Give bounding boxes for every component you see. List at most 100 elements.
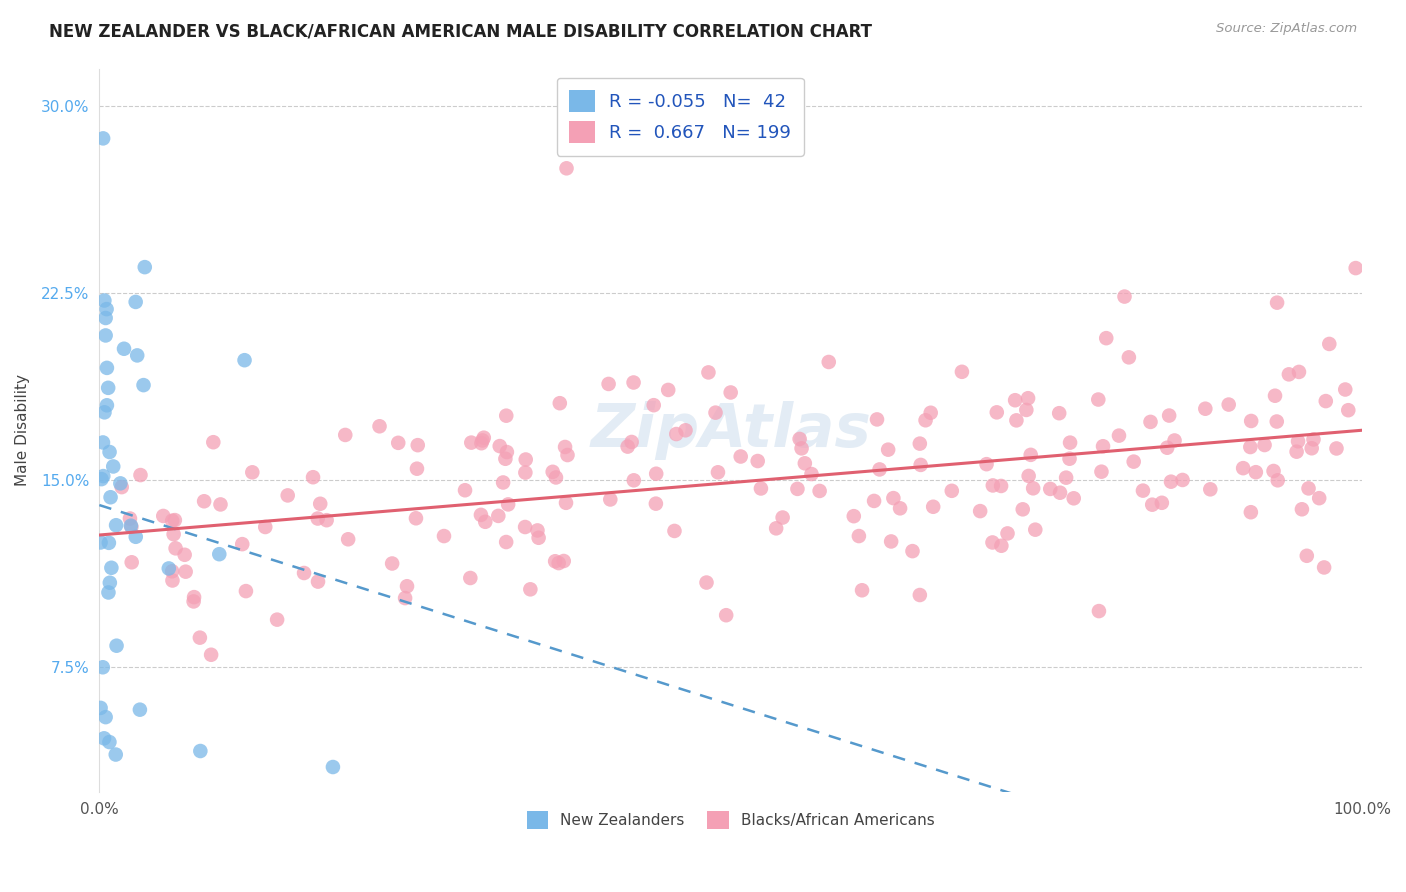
Point	[433, 529, 456, 543]
Point	[1253, 438, 1275, 452]
Point	[470, 436, 492, 450]
Point	[786, 482, 808, 496]
Point	[188, 631, 211, 645]
Point	[406, 438, 429, 452]
Point	[1150, 496, 1173, 510]
Point	[160, 514, 183, 528]
Point	[908, 588, 931, 602]
Point	[405, 511, 427, 525]
Point	[495, 409, 517, 423]
Point	[866, 412, 889, 426]
Point	[98, 735, 121, 749]
Point	[1156, 441, 1178, 455]
Point	[914, 413, 936, 427]
Point	[381, 557, 404, 571]
Point	[598, 376, 620, 391]
Point	[395, 579, 418, 593]
Point	[772, 510, 794, 524]
Point	[322, 760, 344, 774]
Point	[454, 483, 477, 498]
Point	[765, 521, 787, 535]
Point	[720, 385, 742, 400]
Point	[986, 405, 1008, 419]
Point	[800, 467, 823, 481]
Point	[233, 353, 256, 368]
Point	[969, 504, 991, 518]
Point	[1005, 413, 1028, 427]
Point	[93, 293, 115, 308]
Point	[1267, 473, 1289, 487]
Point	[302, 470, 325, 484]
Point	[513, 520, 536, 534]
Point	[163, 513, 186, 527]
Point	[1334, 383, 1357, 397]
Point	[94, 310, 117, 325]
Point	[643, 398, 665, 412]
Point	[90, 472, 112, 486]
Point	[94, 328, 117, 343]
Point	[1285, 444, 1308, 458]
Point	[1011, 502, 1033, 516]
Point	[950, 365, 973, 379]
Point	[675, 423, 697, 437]
Point	[337, 533, 360, 547]
Point	[981, 535, 1004, 549]
Point	[160, 564, 183, 578]
Point	[110, 476, 132, 491]
Point	[981, 478, 1004, 492]
Point	[548, 396, 571, 410]
Point	[132, 378, 155, 392]
Point	[111, 480, 134, 494]
Point	[1139, 415, 1161, 429]
Point	[1087, 392, 1109, 407]
Point	[129, 468, 152, 483]
Point	[1049, 485, 1071, 500]
Point	[90, 535, 112, 549]
Point	[124, 294, 146, 309]
Point	[554, 440, 576, 454]
Point	[496, 497, 519, 511]
Point	[112, 342, 135, 356]
Point	[714, 608, 737, 623]
Point	[616, 440, 638, 454]
Point	[127, 348, 149, 362]
Point	[315, 513, 337, 527]
Point	[200, 648, 222, 662]
Point	[1344, 261, 1367, 276]
Point	[848, 529, 870, 543]
Point	[880, 534, 903, 549]
Point	[1298, 482, 1320, 496]
Point	[901, 544, 924, 558]
Point	[1264, 389, 1286, 403]
Point	[240, 466, 263, 480]
Point	[1160, 475, 1182, 489]
Point	[1337, 403, 1360, 417]
Point	[486, 508, 509, 523]
Point	[121, 555, 143, 569]
Point	[547, 556, 569, 570]
Point	[98, 575, 121, 590]
Point	[100, 561, 122, 575]
Point	[105, 518, 128, 533]
Point	[908, 436, 931, 450]
Point	[645, 467, 668, 481]
Point	[96, 360, 118, 375]
Point	[1288, 365, 1310, 379]
Point	[1244, 465, 1267, 479]
Point	[1063, 491, 1085, 506]
Point	[91, 131, 114, 145]
Point	[664, 524, 686, 538]
Point	[515, 452, 537, 467]
Point	[599, 492, 621, 507]
Point	[472, 431, 495, 445]
Point	[492, 475, 515, 490]
Point	[555, 161, 578, 176]
Point	[266, 613, 288, 627]
Point	[657, 383, 679, 397]
Point	[93, 731, 115, 746]
Point	[910, 458, 932, 472]
Point	[1232, 461, 1254, 475]
Point	[1218, 398, 1240, 412]
Point	[1054, 470, 1077, 484]
Point	[1142, 498, 1164, 512]
